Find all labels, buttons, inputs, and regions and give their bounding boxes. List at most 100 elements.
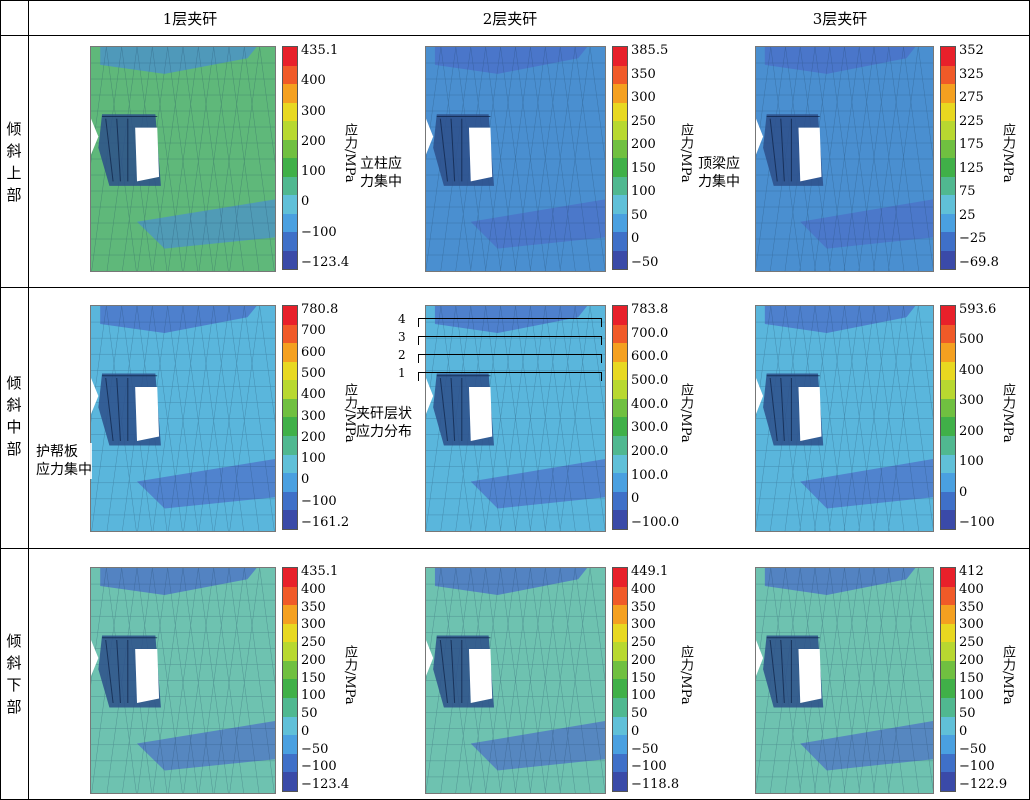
colorbar-unit-label: 应力/MPa — [1000, 382, 1015, 443]
colorbar-tick-label: 435.1 — [301, 43, 339, 58]
colorbar-swatch — [283, 510, 297, 529]
colorbar-tick-label: 200 — [301, 133, 326, 149]
row-label-upper: 倾斜上部 — [6, 120, 22, 204]
colorbar-unit-label: 应力/MPa — [678, 644, 693, 705]
colorbar-swatch — [613, 623, 627, 643]
colorbar-swatch — [613, 158, 627, 177]
colorbar-tick-label: −118.8 — [631, 777, 680, 792]
colorbar-tick-label: 400 — [301, 387, 326, 403]
colorbar-swatch — [941, 213, 955, 232]
colorbar-swatch — [613, 568, 627, 587]
colorbar-4 — [282, 305, 298, 530]
colorbar-unit-label: 应力/MPa — [678, 382, 693, 443]
mesh-svg — [756, 306, 933, 531]
colorbar-swatch — [941, 716, 955, 736]
colorbar-swatch — [613, 47, 627, 66]
colorbar-tick-label: 400 — [959, 581, 984, 597]
colorbar-tick-label: −100 — [301, 224, 337, 240]
colorbar-tick-label: 100 — [959, 454, 984, 470]
colorbar-tick-label: 400 — [959, 362, 984, 378]
colorbar-tick-label: 100 — [959, 688, 984, 704]
colorbar-tick-label: 75 — [959, 184, 976, 200]
layer-bracket — [418, 354, 602, 363]
colorbar-swatch — [613, 176, 627, 195]
colorbar-swatch — [283, 324, 297, 344]
colorbar-swatch — [613, 660, 627, 680]
colorbar-swatch — [613, 473, 627, 492]
colorbar-tick-label: −100 — [959, 515, 995, 530]
colorbar-tick-label: 200 — [959, 652, 984, 668]
colorbar-tick-label: 0 — [631, 723, 640, 739]
colorbar-swatch — [283, 735, 297, 754]
colorbar-swatch — [283, 716, 297, 736]
colorbar-swatch — [613, 195, 627, 214]
colorbar-swatch — [613, 753, 627, 773]
colorbar-tick-label: 150 — [301, 670, 326, 686]
mesh-svg — [426, 306, 605, 531]
colorbar-tick-label: 412 — [959, 564, 984, 579]
stress-annotation: 顶梁应 力集中 — [698, 155, 740, 191]
colorbar-swatch — [941, 642, 955, 661]
colorbar-tick-label: 449.1 — [631, 564, 669, 579]
colorbar-swatch — [941, 65, 955, 84]
colorbar-swatch — [283, 306, 297, 325]
colorbar-tick-label: 300.0 — [631, 420, 669, 436]
colorbar-tick-label: 300 — [301, 103, 326, 119]
colorbar-tick-label: 25 — [959, 207, 976, 223]
colorbar-swatch — [941, 398, 955, 418]
colorbar-swatch — [283, 679, 297, 699]
colorbar-tick-label: 593.6 — [959, 302, 997, 317]
colorbar-tick-label: −100.0 — [631, 515, 680, 530]
colorbar-tick-label: 150 — [631, 160, 656, 176]
colorbar-swatch — [941, 473, 955, 492]
colorbar-swatch — [941, 343, 955, 362]
stress-annotation: 护帮板 应力集中 — [36, 443, 92, 479]
colorbar-tick-label: 0 — [301, 194, 310, 210]
stress-contour-panel-8 — [425, 567, 606, 794]
colorbar-2 — [612, 46, 628, 270]
colorbar-swatch — [941, 380, 955, 399]
colorbar-tick-label: 0 — [631, 491, 640, 507]
colorbar-swatch — [941, 679, 955, 699]
colorbar-swatch — [283, 343, 297, 362]
colorbar-tick-label: 100 — [301, 451, 326, 467]
colorbar-tick-label: 250 — [631, 635, 656, 650]
colorbar-swatch — [283, 232, 297, 251]
colorbar-swatch — [941, 772, 955, 791]
colorbar-swatch — [283, 436, 297, 455]
colorbar-swatch — [613, 232, 627, 251]
colorbar-tick-label: 400 — [631, 581, 656, 597]
colorbar-9 — [940, 567, 956, 792]
colorbar-swatch — [941, 158, 955, 177]
colorbar-swatch — [941, 660, 955, 680]
row-label-lower: 倾斜下部 — [6, 632, 22, 716]
colorbar-swatch — [613, 84, 627, 103]
mesh-svg — [426, 47, 605, 271]
layer-number-label: 1 — [398, 366, 406, 380]
colorbar-tick-label: −123.4 — [301, 255, 350, 270]
mesh-svg — [756, 568, 933, 793]
colorbar-tick-label: 100 — [631, 184, 656, 200]
colorbar-swatch — [941, 361, 955, 381]
colorbar-tick-label: 600 — [301, 344, 326, 360]
colorbar-swatch — [941, 753, 955, 773]
colorbar-tick-label: 352 — [959, 43, 984, 58]
colorbar-unit-label: 应力/MPa — [1000, 644, 1015, 705]
colorbar-swatch — [941, 454, 955, 474]
row-label-middle: 倾斜中部 — [6, 374, 22, 458]
colorbar-swatch — [941, 436, 955, 455]
colorbar-tick-label: 700 — [301, 323, 326, 339]
colorbar-tick-label: −100 — [631, 759, 667, 775]
layer-bracket — [418, 372, 602, 381]
colorbar-tick-label: 200 — [301, 429, 326, 445]
colorbar-tick-label: 385.5 — [631, 43, 669, 58]
colorbar-swatch — [613, 121, 627, 140]
colorbar-tick-label: 435.1 — [301, 564, 339, 579]
colorbar-swatch — [613, 716, 627, 736]
stress-contour-panel-2 — [425, 46, 606, 272]
colorbar-tick-label: 300 — [959, 393, 984, 409]
colorbar-unit-label: 应力/MPa — [342, 644, 357, 705]
colorbar-swatch — [283, 361, 297, 381]
stress-contour-panel-4 — [90, 305, 276, 532]
colorbar-tick-label: 350 — [301, 599, 326, 615]
